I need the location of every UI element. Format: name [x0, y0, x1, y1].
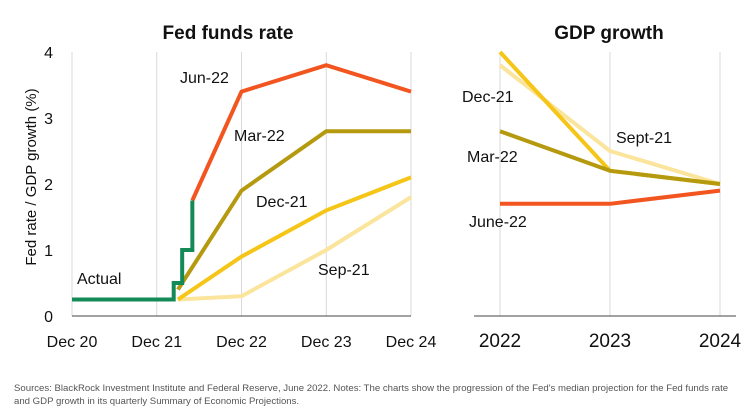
- fed-series: [72, 63, 413, 302]
- series-line-jun-22: [190, 63, 412, 202]
- fed-y-ticks: 0 1 2 3 4: [44, 45, 53, 326]
- x-tick-label: Dec 24: [386, 334, 437, 351]
- series-line-mar-22: [176, 129, 411, 291]
- annotation-gdp-mar-22: Mar-22: [467, 149, 518, 166]
- x-tick-label: Dec 21: [131, 334, 182, 351]
- gdp-annotations: Dec-21 Sept-21 Mar-22 June-22: [462, 89, 672, 231]
- x-tick-label: Dec 20: [47, 334, 98, 351]
- annotation-gdp-dec-21: Dec-21: [462, 89, 514, 106]
- y-tick-label: 0: [44, 309, 53, 326]
- gdp-series: [498, 50, 721, 206]
- series-line-sep-21: [177, 195, 413, 302]
- fed-x-ticks: Dec 20 Dec 21 Dec 22 Dec 23 Dec 24: [47, 334, 437, 351]
- gdp-growth-chart: GDP growth 2022 2023 2024 Dec-21 Sept-21 M…: [462, 23, 742, 352]
- x-tick-label: Dec 22: [216, 334, 267, 351]
- annotation-mar-22: Mar-22: [234, 128, 285, 145]
- annotation-gdp-june-22: June-22: [469, 214, 527, 231]
- y-tick-label: 2: [44, 177, 53, 194]
- fed-funds-chart: Fed funds rate Fed rate / GDP growth (%)…: [23, 23, 436, 351]
- annotation-dec-21: Dec-21: [256, 194, 308, 211]
- gdp-growth-chart-title: GDP growth: [554, 23, 663, 44]
- fed-funds-chart-title: Fed funds rate: [163, 23, 294, 44]
- y-tick-label: 1: [44, 243, 53, 260]
- x-tick-label: Dec 23: [301, 334, 352, 351]
- x-tick-label: 2022: [479, 331, 521, 352]
- y-tick-label: 4: [44, 45, 53, 62]
- gdp-x-ticks: 2022 2023 2024: [479, 331, 742, 352]
- series-line-dec-21: [176, 175, 412, 302]
- source-note: Sources: BlackRock Investment Institute …: [14, 383, 729, 407]
- chart-figure: Fed funds rate Fed rate / GDP growth (%)…: [23, 23, 742, 352]
- x-tick-label: 2023: [589, 331, 631, 352]
- y-axis-label: Fed rate / GDP growth (%): [23, 88, 40, 265]
- fed-annotations: Jun-22 Mar-22 Dec-21 Sep-21 Actual: [77, 70, 370, 288]
- series-line-june-22: [500, 188, 721, 206]
- annotation-actual: Actual: [77, 271, 121, 288]
- x-tick-label: 2024: [699, 331, 742, 352]
- annotation-sep-21: Sep-21: [318, 262, 370, 279]
- series-line-mar-22: [499, 129, 721, 186]
- annotation-gdp-sept-21: Sept-21: [616, 130, 672, 147]
- y-tick-label: 3: [44, 111, 53, 128]
- series-line-actual: [72, 200, 195, 302]
- annotation-jun-22: Jun-22: [180, 70, 229, 87]
